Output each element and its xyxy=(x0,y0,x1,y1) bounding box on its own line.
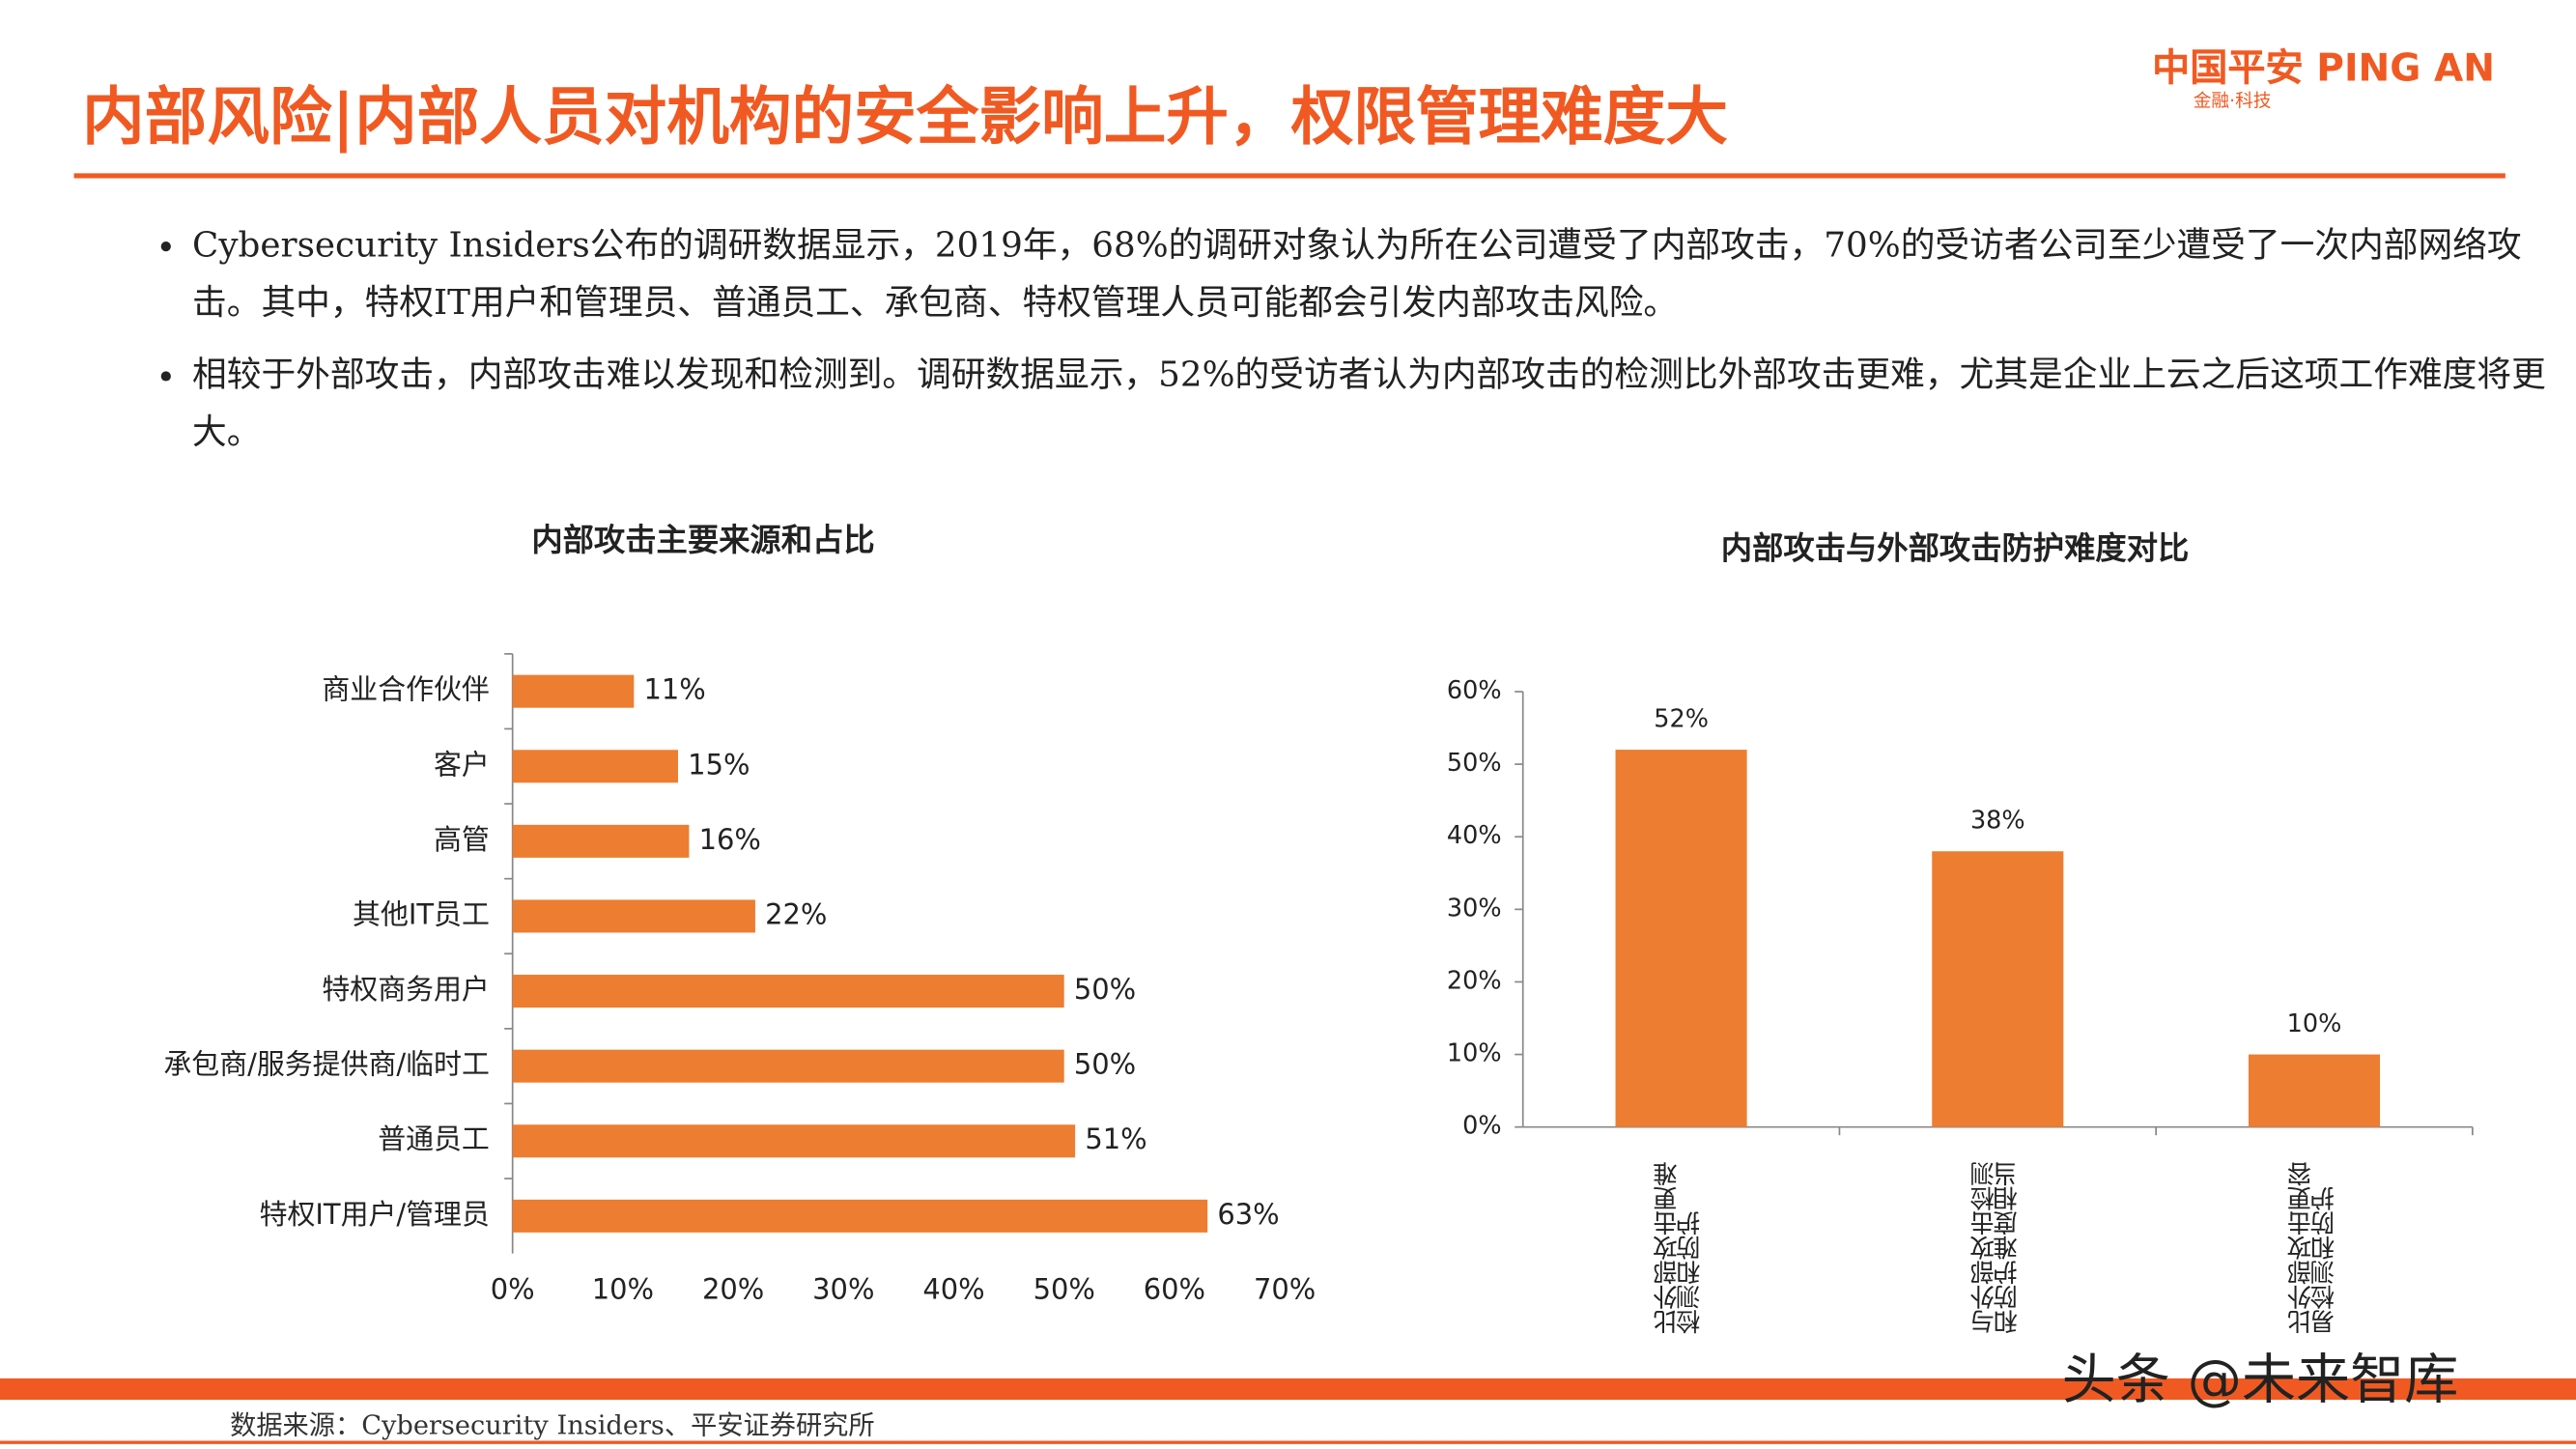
x-tick-label: 40% xyxy=(922,1273,984,1306)
category-label: 商业合作伙伴 xyxy=(322,673,489,706)
bullet: Cybersecurity Insiders公布的调研数据显示，2019年，68… xyxy=(192,216,2558,331)
x-tick-label: 20% xyxy=(702,1273,764,1306)
value-label: 16% xyxy=(699,823,761,856)
value-label: 51% xyxy=(1085,1122,1146,1155)
bar xyxy=(2248,1054,2381,1127)
bar xyxy=(512,1124,1076,1158)
bar xyxy=(512,899,755,933)
y-tick-label: 20% xyxy=(1447,966,1502,995)
bar xyxy=(512,674,635,708)
value-label: 63% xyxy=(1217,1198,1279,1231)
category-label: 与外部攻击检测和防护难度相当 xyxy=(1967,1161,2022,1334)
y-tick-label: 0% xyxy=(1462,1112,1501,1141)
y-tick-label: 30% xyxy=(1447,894,1502,923)
category-label: 特权IT用户/管理员 xyxy=(260,1198,490,1231)
category-label: 高管 xyxy=(434,823,490,856)
value-label: 10% xyxy=(2287,1009,2342,1038)
value-label: 50% xyxy=(1074,973,1136,1006)
logo-sub: 金融·科技 xyxy=(2193,90,2272,112)
category-label: 客户 xyxy=(434,748,490,781)
page-title: 内部风险|内部人员对机构的安全影响上升，权限管理难度大 xyxy=(82,78,1729,154)
bar xyxy=(512,975,1064,1009)
logo: 中国平安 PING AN xyxy=(2152,47,2496,91)
x-tick-label: 0% xyxy=(491,1273,535,1306)
watermark: 头条 @未来智库 xyxy=(2061,1347,2459,1411)
bar xyxy=(1615,750,1747,1127)
category-label: 普通员工 xyxy=(378,1122,490,1155)
chart-title: 内部攻击与外部攻击防护难度对比 xyxy=(1721,530,2189,567)
category-label: 特权商务用户 xyxy=(322,973,489,1006)
value-label: 11% xyxy=(644,673,706,706)
source: 数据来源：Cybersecurity Insiders、平安证券研究所 xyxy=(230,1409,875,1441)
x-tick-label: 60% xyxy=(1144,1273,1205,1306)
bar xyxy=(512,1049,1064,1083)
bullet-list: Cybersecurity Insiders公布的调研数据显示，2019年，68… xyxy=(99,216,2558,476)
chart-title: 内部攻击主要来源和占比 xyxy=(531,522,874,558)
category-label: 承包商/服务提供商/临时工 xyxy=(163,1048,489,1081)
value-label: 15% xyxy=(688,748,750,781)
x-tick-label: 10% xyxy=(592,1273,654,1306)
footer-band xyxy=(0,1378,2576,1400)
bar xyxy=(512,750,678,783)
bar xyxy=(512,824,690,858)
y-tick-label: 40% xyxy=(1447,821,1502,850)
y-tick-label: 50% xyxy=(1447,749,1502,778)
x-tick-label: 70% xyxy=(1254,1273,1316,1306)
category-label: 其他IT员工 xyxy=(353,897,490,930)
category-label: 比外部攻击更难检测和防护 xyxy=(1651,1161,1705,1334)
y-tick-label: 60% xyxy=(1447,676,1502,705)
x-tick-label: 30% xyxy=(812,1273,874,1306)
y-tick-label: 10% xyxy=(1447,1039,1502,1068)
value-label: 50% xyxy=(1074,1048,1136,1081)
value-label: 52% xyxy=(1654,704,1709,733)
x-tick-label: 50% xyxy=(1033,1273,1095,1306)
bullet: 相较于外部攻击，内部攻击难以发现和检测到。调研数据显示，52%的受访者认为内部攻… xyxy=(192,347,2558,462)
bar xyxy=(512,1199,1208,1233)
bar xyxy=(1932,851,2064,1127)
value-label: 22% xyxy=(765,897,827,930)
category-label: 比外部攻击更容易检测和防护 xyxy=(2284,1161,2337,1334)
value-label: 38% xyxy=(1970,807,2025,836)
